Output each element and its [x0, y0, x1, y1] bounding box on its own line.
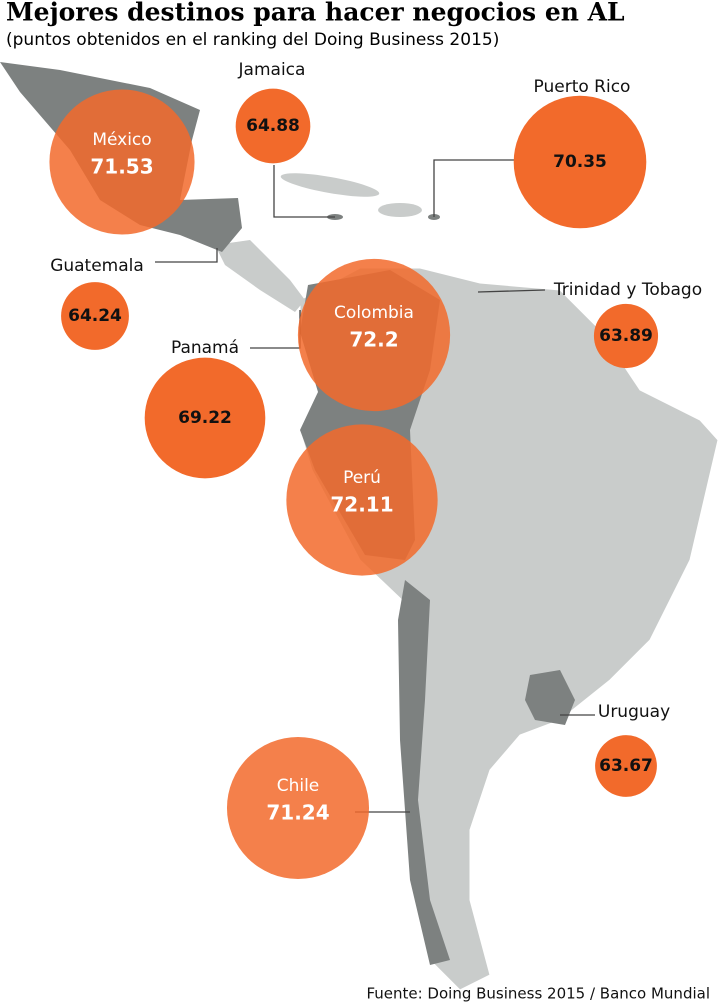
bubble — [513, 95, 647, 229]
country-label: Colombia — [334, 303, 414, 323]
bubble — [286, 424, 438, 576]
leader-line — [433, 159, 525, 217]
bubble — [61, 282, 129, 350]
bubble — [297, 258, 451, 412]
bubble — [144, 357, 266, 479]
leader-line — [273, 165, 335, 218]
bubble — [595, 735, 657, 797]
title: Mejores destinos para hacer negocios en … — [6, 0, 625, 27]
country-value: 64.88 — [246, 116, 300, 136]
leader-line — [155, 248, 218, 263]
country-label: México — [92, 130, 151, 150]
country-label: Panamá — [171, 338, 239, 358]
leader-line — [250, 310, 301, 349]
source: Fuente: Doing Business 2015 / Banco Mund… — [366, 985, 710, 1003]
leader-lines — [155, 159, 595, 813]
country-value: 69.22 — [178, 408, 232, 428]
country-label: Puerto Rico — [534, 77, 631, 97]
country-value: 70.35 — [553, 152, 607, 172]
country-value: 72.11 — [330, 493, 393, 517]
bubble — [49, 89, 195, 235]
bubble — [593, 303, 659, 369]
bubble — [235, 88, 311, 164]
bubble — [226, 736, 370, 880]
country-label: Trinidad y Tobago — [553, 280, 702, 300]
country-value: 71.24 — [266, 801, 329, 825]
central-america — [215, 240, 305, 312]
country-value: 71.53 — [90, 155, 153, 179]
cuba — [280, 173, 380, 197]
country-label: Guatemala — [50, 256, 144, 276]
country-value: 64.24 — [68, 306, 122, 326]
leader-line — [477, 289, 546, 293]
country-label: Uruguay — [598, 702, 670, 722]
country-value: 63.67 — [599, 756, 653, 776]
subtitle: (puntos obtenidos en el ranking del Doin… — [6, 30, 499, 50]
country-label: Perú — [343, 468, 381, 488]
country-value: 63.89 — [599, 326, 653, 346]
country-value: 72.2 — [349, 328, 398, 352]
hispaniola — [378, 203, 422, 217]
country-label: Chile — [277, 776, 320, 796]
country-label: Jamaica — [238, 60, 306, 80]
